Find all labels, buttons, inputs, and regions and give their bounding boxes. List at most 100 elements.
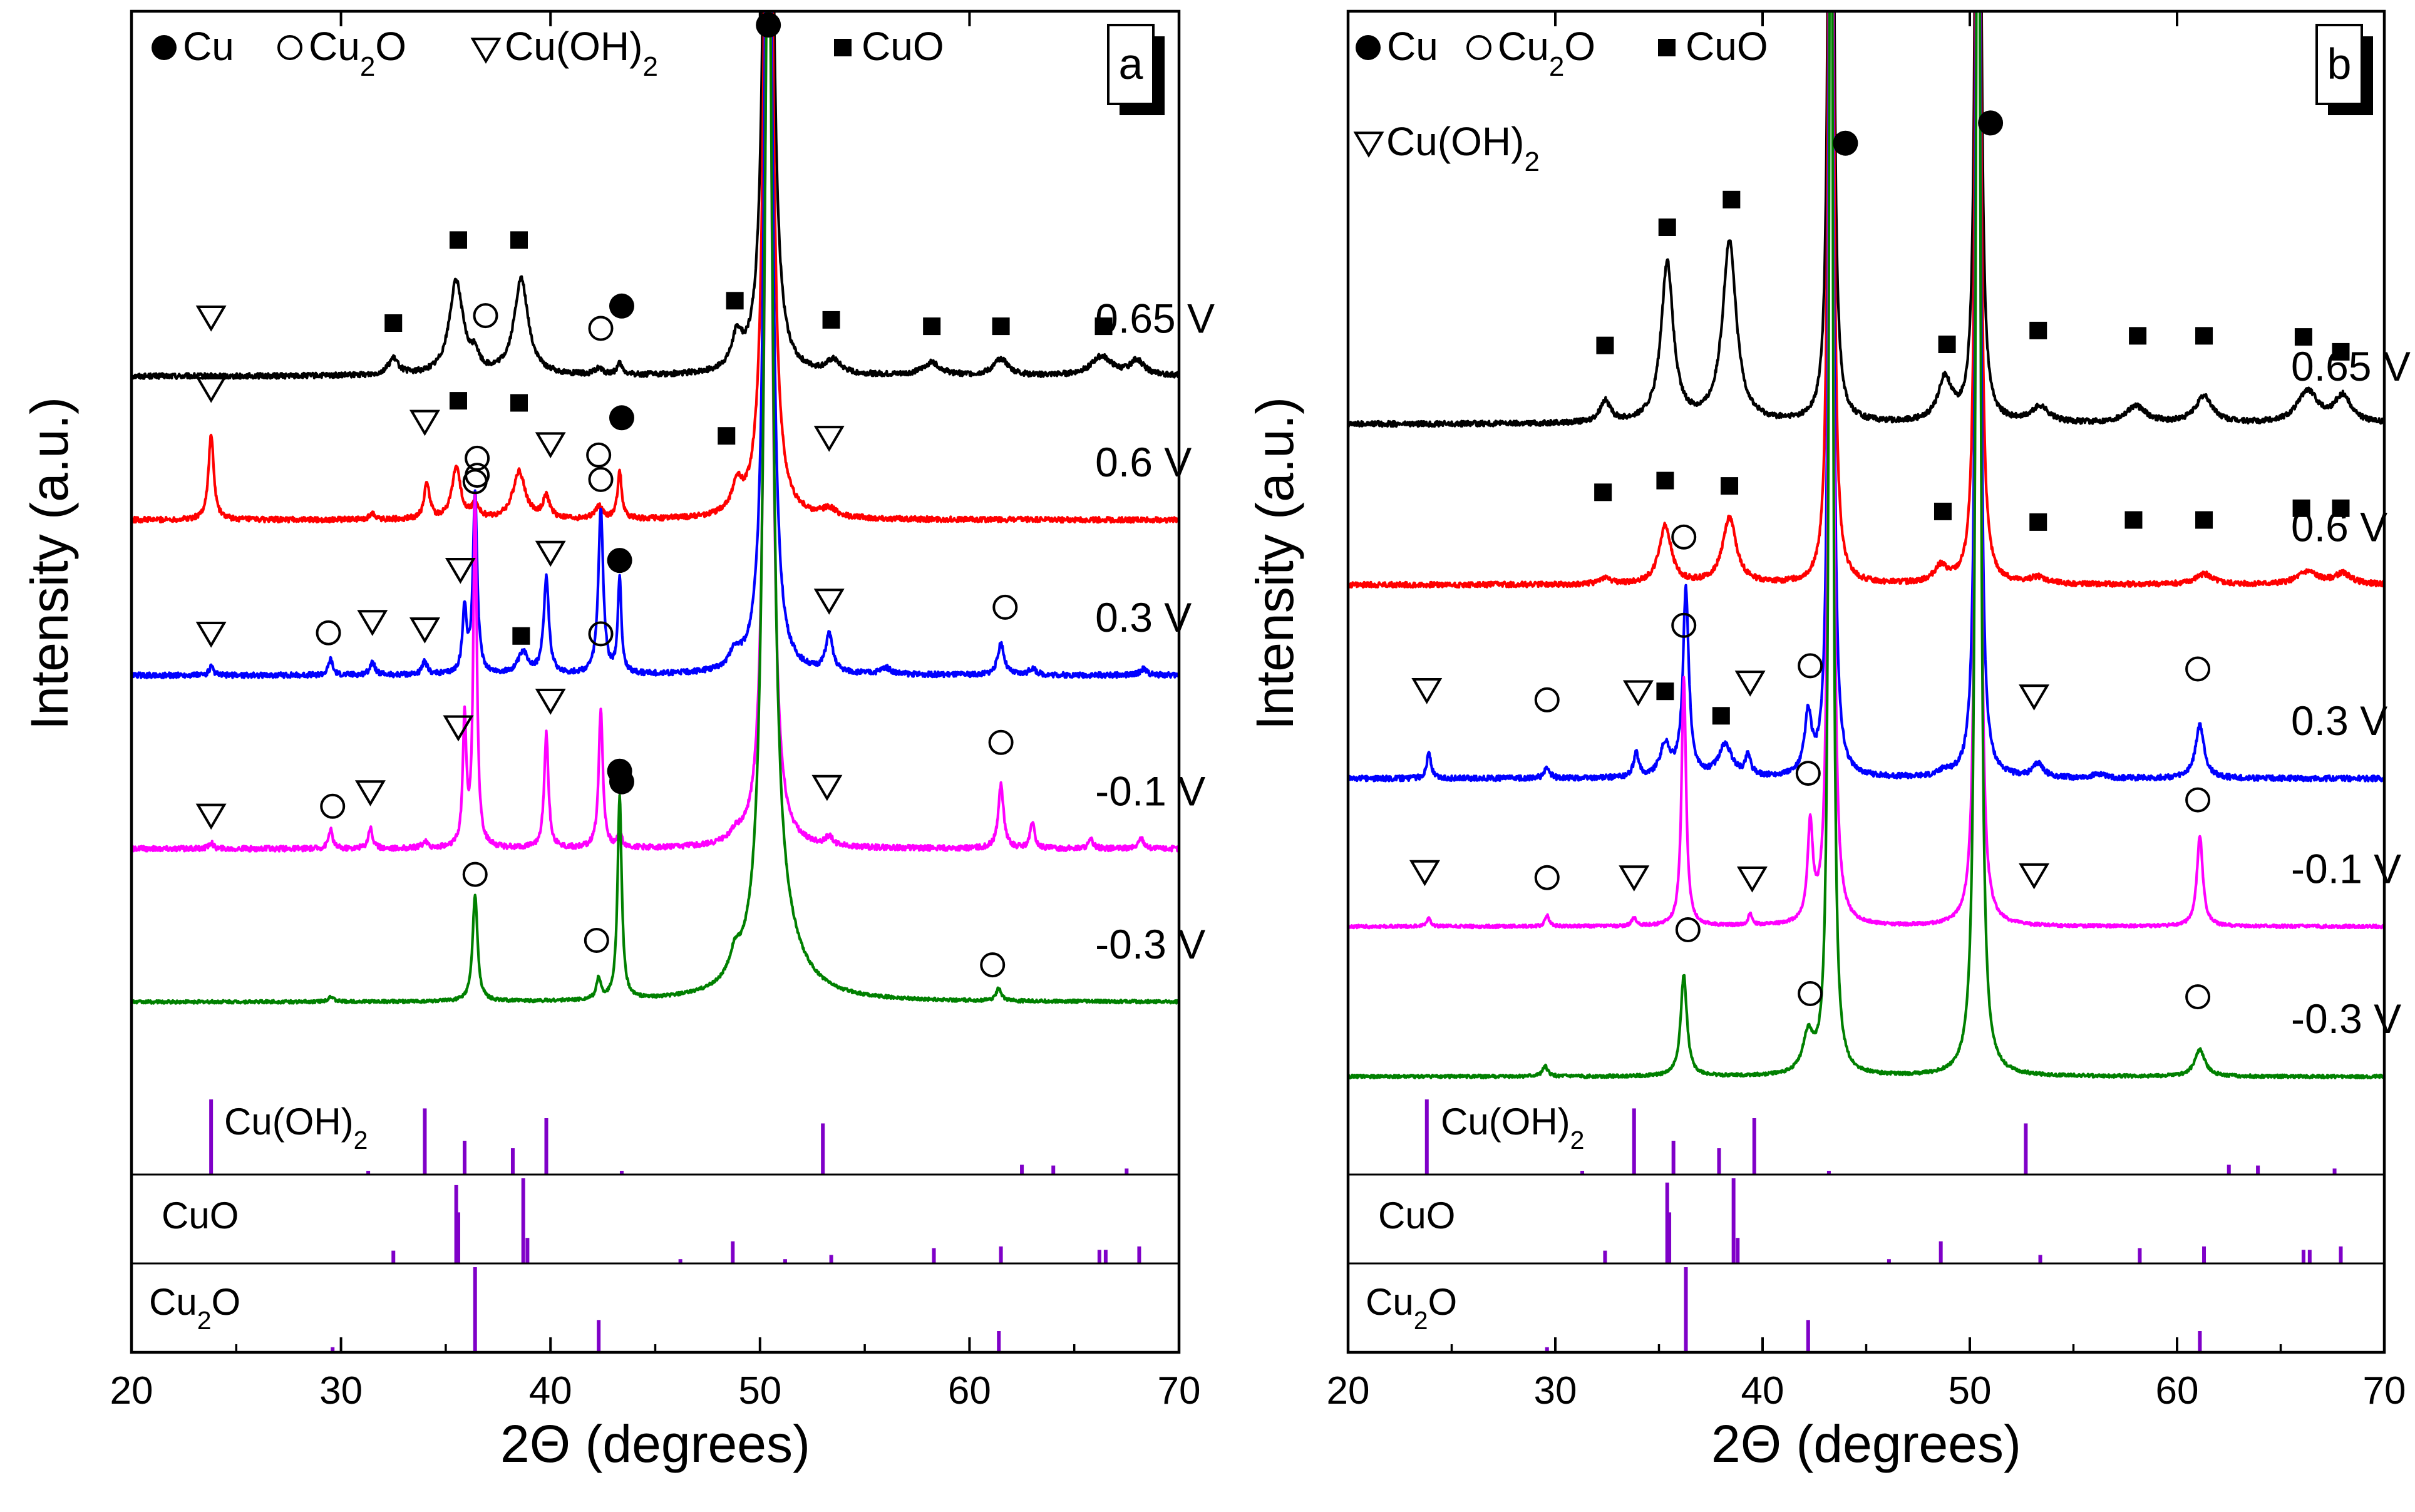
legend-square-filled (1658, 39, 1676, 56)
marker-square-filled (449, 392, 467, 410)
reference-Cu2O: Cu2O (1366, 1267, 2202, 1352)
x-tick-label: 30 (1534, 1369, 1577, 1412)
reference-stick (2038, 1255, 2042, 1263)
series-line-0-6-V (131, 11, 1179, 524)
marker-square-filled (512, 627, 530, 645)
legend-label: CuO (862, 24, 944, 69)
legend-circle-filled (152, 35, 177, 60)
reference-stick (456, 1212, 460, 1263)
marker-circle-open (588, 621, 614, 647)
marker-triangle-open (445, 557, 476, 584)
x-tick-label: 30 (319, 1369, 363, 1412)
legend-label: Cu2O (309, 24, 406, 82)
panel-a: 0.65 V0.6 V0.3 V-0.1 V-0.3 VCu(OH)2CuOCu… (20, 9, 1215, 1473)
reference-stick (731, 1241, 735, 1263)
marker-circle-filled (609, 769, 634, 795)
reference-label: Cu(OH)2 (1441, 1101, 1584, 1155)
series-curves (1348, 11, 2384, 1080)
marker-square-filled (2124, 511, 2143, 529)
legend-triangle-open (1353, 131, 1384, 158)
marker-circle-open (1798, 981, 1823, 1006)
reference-stick (619, 1171, 624, 1175)
series-line--0-1-V (131, 11, 1179, 853)
x-tick-label: 50 (1949, 1369, 1992, 1412)
reference-stick (1632, 1108, 1636, 1175)
marker-circle-filled (1833, 130, 1858, 156)
reference-label: CuO (162, 1195, 239, 1237)
legend-label: Cu2O (1498, 24, 1595, 82)
reference-stick (2024, 1123, 2028, 1175)
marker-square-filled (2129, 327, 2147, 345)
x-tick-label: 40 (529, 1369, 572, 1412)
reference-stick (821, 1123, 825, 1175)
reference-stick (783, 1259, 787, 1263)
marker-square-filled (2292, 499, 2310, 517)
reference-stick (1665, 1182, 1669, 1263)
marker-circle-open (320, 793, 346, 819)
reference-stick (2332, 1168, 2337, 1175)
reference-stick (510, 1148, 515, 1175)
series-label: -0.3 V (1095, 921, 1205, 967)
marker-triangle-open (1411, 678, 1443, 704)
marker-circle-open (1675, 917, 1701, 942)
reference-stick (544, 1118, 548, 1175)
reference-stick (1051, 1165, 1056, 1175)
marker-square-filled (510, 231, 528, 249)
legend-label: Cu(OH)2 (505, 24, 658, 82)
legend-triangle-open (470, 38, 502, 64)
reference-Cu2O: Cu2O (149, 1267, 1001, 1352)
marker-square-filled (2332, 499, 2350, 517)
marker-triangle-open (2019, 863, 2050, 890)
legend: Cu Cu2O Cu(OH)2 CuO (152, 24, 944, 82)
reference-label: CuO (1378, 1195, 1455, 1237)
reference-stick (473, 1267, 477, 1352)
marker-square-filled (2332, 342, 2350, 361)
reference-label: Cu(OH)2 (224, 1101, 368, 1155)
series-line-0-65-V (131, 11, 1179, 380)
marker-circle-open (2185, 787, 2211, 813)
marker-circle-open (988, 729, 1014, 755)
reference-stick (366, 1171, 371, 1175)
reference-stick (2256, 1165, 2260, 1175)
marker-square-filled (449, 231, 467, 249)
x-axis-label: 2Θ (degrees) (500, 1414, 810, 1473)
panel-b: 0.65 V0.6 V0.3 V-0.1 V-0.3 VCu(OH)2CuOCu… (1245, 9, 2411, 1473)
reference-stick (678, 1259, 682, 1263)
marker-square-filled (2029, 513, 2047, 531)
legend-label: Cu(OH)2 (1386, 119, 1540, 177)
reference-stick (1939, 1241, 1943, 1263)
marker-circle-open (1534, 687, 1560, 712)
marker-circle-open (473, 303, 498, 329)
marker-circle-open (2185, 984, 2211, 1010)
reference-stick (2138, 1248, 2142, 1263)
x-tick-label: 60 (2156, 1369, 2199, 1412)
series-line-0-6-V (1348, 11, 2384, 589)
marker-square-filled (510, 394, 528, 412)
marker-triangle-open (1409, 860, 1440, 887)
x-axis-label: 2Θ (degrees) (1711, 1414, 2021, 1473)
marker-circle-open (2185, 656, 2211, 682)
marker-circle-filled (609, 293, 634, 319)
marker-circle-open (588, 316, 614, 341)
reference-stick (999, 1246, 1003, 1263)
reference-stick (521, 1178, 525, 1263)
marker-circle-open (980, 952, 1006, 978)
marker-circle-open (1534, 865, 1560, 890)
reference-stick (1887, 1259, 1891, 1263)
reference-stick (454, 1185, 458, 1263)
legend-label: CuO (1686, 24, 1768, 69)
reference-stick (997, 1331, 1001, 1352)
marker-circle-open (1671, 524, 1697, 550)
series-label: 0.6 V (2291, 504, 2387, 550)
marker-square-filled (1094, 317, 1113, 336)
marker-triangle-open (409, 617, 440, 644)
marker-square-filled (1934, 502, 1952, 520)
marker-square-filled (1938, 336, 1956, 353)
x-tick-label: 20 (1327, 1369, 1370, 1412)
marker-square-filled (2195, 511, 2213, 529)
reference-stick (1731, 1178, 1736, 1263)
series-label: 0.3 V (1095, 594, 1192, 640)
marker-triangle-open (2019, 684, 2050, 711)
marker-square-filled (384, 314, 403, 332)
